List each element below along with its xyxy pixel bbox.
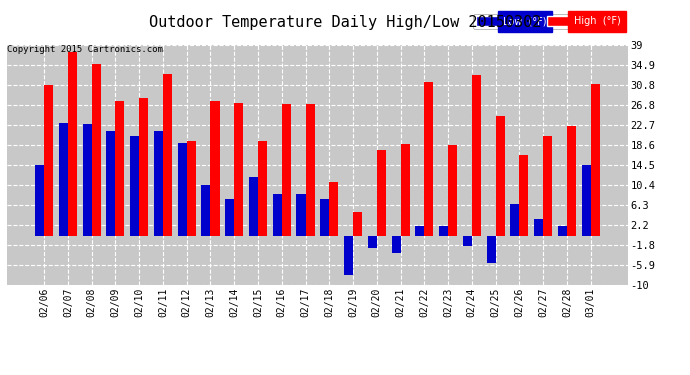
Bar: [353, 211, 362, 236]
Bar: [68, 53, 77, 236]
Bar: [520, 155, 529, 236]
Text: Outdoor Temperature Daily High/Low 20150302: Outdoor Temperature Daily High/Low 20150…: [149, 15, 541, 30]
Bar: [582, 165, 591, 236]
Bar: [567, 126, 576, 236]
Bar: [377, 150, 386, 236]
Bar: [115, 101, 124, 236]
Bar: [448, 146, 457, 236]
Bar: [391, 236, 401, 253]
Bar: [106, 131, 115, 236]
Bar: [320, 199, 329, 236]
Bar: [306, 104, 315, 236]
Bar: [344, 236, 353, 275]
Bar: [329, 182, 338, 236]
Bar: [511, 204, 520, 236]
Bar: [210, 101, 219, 236]
Bar: [178, 143, 187, 236]
Text: Copyright 2015 Cartronics.com: Copyright 2015 Cartronics.com: [7, 45, 163, 54]
Legend: Low  (°F), High  (°F): Low (°F), High (°F): [473, 14, 623, 29]
Bar: [472, 75, 481, 236]
Bar: [234, 103, 244, 236]
Bar: [415, 226, 424, 236]
Bar: [249, 177, 258, 236]
Bar: [401, 144, 410, 236]
Bar: [44, 85, 53, 236]
Bar: [424, 82, 433, 236]
Bar: [163, 74, 172, 236]
Bar: [439, 226, 448, 236]
Bar: [368, 236, 377, 248]
Bar: [463, 236, 472, 246]
Bar: [273, 194, 282, 236]
Bar: [558, 226, 567, 236]
Bar: [130, 136, 139, 236]
Bar: [543, 136, 552, 236]
Bar: [258, 141, 267, 236]
Bar: [35, 165, 44, 236]
Bar: [59, 123, 68, 236]
Bar: [486, 236, 495, 263]
Bar: [201, 184, 210, 236]
Bar: [495, 116, 504, 236]
Bar: [591, 84, 600, 236]
Bar: [139, 98, 148, 236]
Bar: [154, 131, 163, 236]
Bar: [534, 219, 543, 236]
Bar: [83, 124, 92, 236]
Bar: [282, 104, 290, 236]
Bar: [187, 141, 196, 236]
Bar: [297, 194, 306, 236]
Bar: [92, 64, 101, 236]
Bar: [225, 199, 234, 236]
